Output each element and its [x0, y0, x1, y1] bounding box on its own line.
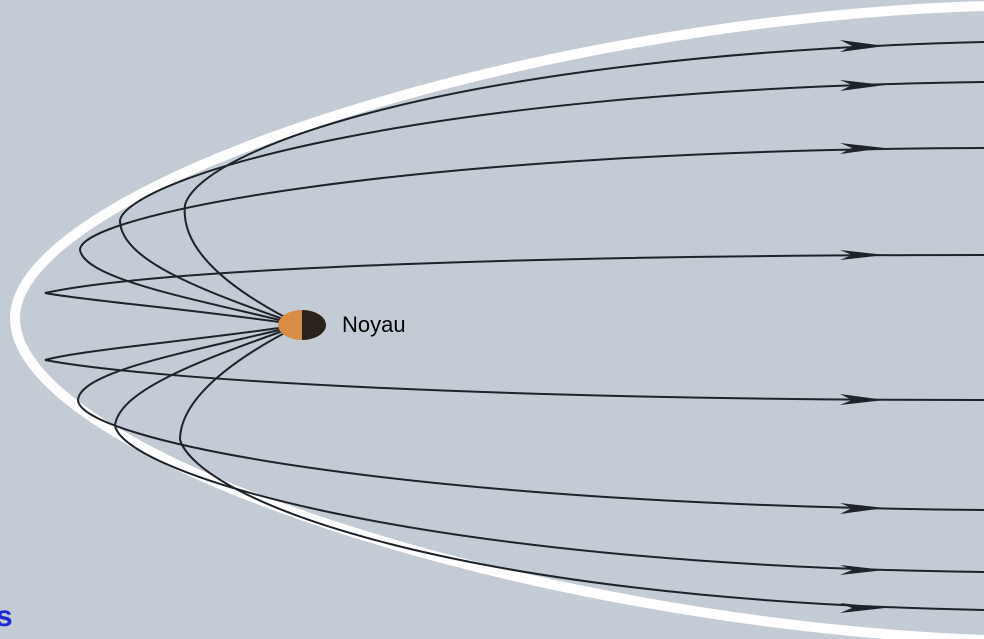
trajectories [44, 41, 984, 611]
arrowhead [840, 603, 885, 613]
trajectory [44, 254, 984, 326]
arrowhead [840, 40, 885, 52]
arrowhead [840, 80, 885, 91]
trajectory [76, 324, 984, 511]
nucleus [278, 310, 326, 340]
trajectory [44, 324, 984, 401]
arrowhead [840, 394, 885, 405]
arrowhead [840, 143, 885, 154]
trajectory [78, 147, 984, 326]
trajectory [118, 81, 984, 326]
fragment-label: s [0, 600, 13, 633]
envelope [9, 1, 984, 639]
arrowhead [840, 250, 885, 260]
trajectory [113, 324, 984, 573]
trajectory [183, 41, 984, 326]
arrowhead [840, 503, 885, 514]
arrowhead [840, 565, 885, 575]
arrowheads [840, 40, 885, 613]
nucleus-shadow [302, 310, 326, 340]
nucleus-label: Noyau [342, 312, 406, 337]
trajectory [178, 324, 984, 611]
